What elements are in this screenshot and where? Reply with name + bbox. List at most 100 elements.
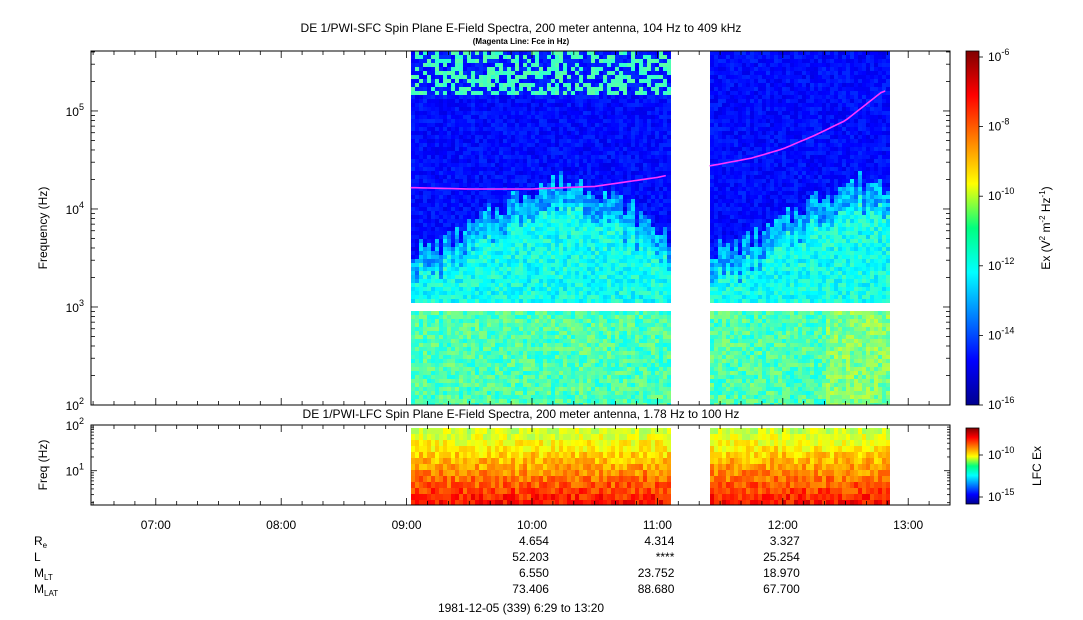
sfc-cell xyxy=(559,287,563,291)
sfc-cell xyxy=(443,55,447,59)
sfc-cell xyxy=(563,159,567,163)
sfc-cell xyxy=(487,51,491,55)
sfc-cell xyxy=(635,331,639,335)
sfc-cell xyxy=(635,83,639,87)
sfc-cell xyxy=(479,59,483,63)
sfc-cell xyxy=(475,207,479,211)
sfc-cell xyxy=(551,295,555,299)
sfc-cell xyxy=(619,387,623,391)
sfc-cell xyxy=(619,131,623,135)
sfc-cell xyxy=(547,67,551,71)
sfc-cell xyxy=(627,243,631,247)
sfc-cell xyxy=(631,147,635,151)
sfc-cell xyxy=(451,267,455,271)
sfc-cell xyxy=(443,135,447,139)
sfc-cell xyxy=(603,191,607,195)
sfc-cell xyxy=(451,63,455,67)
sfc-cell xyxy=(443,343,447,347)
sfc-cell xyxy=(467,79,471,83)
sfc-cell xyxy=(531,375,535,379)
sfc-cell xyxy=(419,87,423,91)
sfc-cell xyxy=(511,371,515,375)
sfc-cell xyxy=(627,359,631,363)
sfc-cell xyxy=(635,227,639,231)
sfc-cell xyxy=(559,111,563,115)
sfc-cell xyxy=(519,367,523,371)
sfc-cell xyxy=(635,287,639,291)
sfc-cell xyxy=(479,151,483,155)
sfc-cell xyxy=(615,295,619,299)
sfc-cell xyxy=(555,131,559,135)
sfc-cell xyxy=(579,187,583,191)
sfc-cell xyxy=(459,239,463,243)
sfc-cell xyxy=(519,395,523,399)
sfc-cell xyxy=(467,135,471,139)
sfc-cell xyxy=(571,63,575,67)
sfc-cell xyxy=(595,267,599,271)
sfc-cell xyxy=(599,403,603,405)
sfc-cell xyxy=(563,359,567,363)
sfc-cell xyxy=(487,143,491,147)
sfc-cell xyxy=(427,387,431,391)
sfc-cell xyxy=(619,143,623,147)
sfc-cell xyxy=(599,255,603,259)
sfc-cell xyxy=(631,279,635,283)
sfc-cell xyxy=(479,71,483,75)
sfc-cell xyxy=(459,207,463,211)
sfc-cell xyxy=(567,119,571,123)
sfc-cell xyxy=(539,311,543,315)
sfc-cell xyxy=(439,91,443,95)
sfc-cell xyxy=(511,231,515,235)
sfc-cell xyxy=(491,163,495,167)
sfc-cell xyxy=(503,147,507,151)
sfc-cell xyxy=(423,179,427,183)
sfc-cell xyxy=(455,163,459,167)
sfc-cell xyxy=(415,243,419,247)
sfc-cell xyxy=(455,291,459,295)
sfc-cell xyxy=(475,335,479,339)
sfc-cell xyxy=(587,255,591,259)
sfc-cell xyxy=(563,403,567,405)
sfc-cell xyxy=(575,379,579,383)
sfc-cell xyxy=(627,391,631,395)
sfc-cell xyxy=(619,199,623,203)
sfc-cell xyxy=(631,339,635,343)
sfc-cell xyxy=(567,227,571,231)
sfc-cell xyxy=(583,331,587,335)
sfc-cell xyxy=(491,103,495,107)
sfc-cell xyxy=(563,287,567,291)
sfc-cell xyxy=(455,207,459,211)
sfc-cell xyxy=(451,99,455,103)
sfc-cell xyxy=(563,187,567,191)
sfc-cell xyxy=(595,375,599,379)
sfc-cell xyxy=(579,311,583,315)
sfc-cell xyxy=(483,243,487,247)
sfc-cell xyxy=(447,255,451,259)
sfc-cell xyxy=(495,239,499,243)
sfc-cell xyxy=(495,103,499,107)
sfc-cell xyxy=(547,239,551,243)
sfc-cell xyxy=(411,323,415,327)
sfc-cell xyxy=(471,251,475,255)
sfc-cell xyxy=(583,359,587,363)
sfc-cell xyxy=(495,143,499,147)
sfc-cell xyxy=(587,243,591,247)
sfc-cell xyxy=(551,55,555,59)
sfc-cell xyxy=(423,319,427,323)
sfc-cell xyxy=(547,179,551,183)
sfc-cell xyxy=(551,363,555,367)
sfc-cell xyxy=(423,291,427,295)
sfc-cell xyxy=(495,159,499,163)
sfc-cell xyxy=(595,323,599,327)
sfc-cell xyxy=(539,59,543,63)
sfc-cell xyxy=(531,343,535,347)
sfc-cell xyxy=(551,379,555,383)
sfc-cell xyxy=(551,287,555,291)
sfc-cell xyxy=(431,83,435,87)
sfc-cell xyxy=(451,231,455,235)
sfc-cell xyxy=(419,351,423,355)
sfc-cell xyxy=(559,55,563,59)
sfc-cell xyxy=(503,299,507,303)
sfc-cell xyxy=(483,103,487,107)
sfc-cell xyxy=(427,223,431,227)
